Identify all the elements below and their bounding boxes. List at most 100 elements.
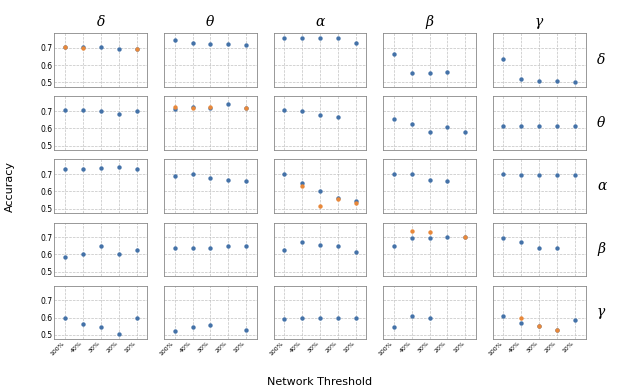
Point xyxy=(460,234,470,240)
Point xyxy=(60,44,70,50)
Point xyxy=(188,40,198,46)
Point xyxy=(570,123,580,129)
Point xyxy=(351,200,361,206)
Point xyxy=(516,315,527,321)
Point xyxy=(205,174,216,181)
Point xyxy=(388,116,399,122)
Point xyxy=(570,78,580,85)
Point xyxy=(406,313,417,319)
Text: δ: δ xyxy=(97,15,105,29)
Point xyxy=(78,107,88,113)
Point xyxy=(442,69,452,75)
Point xyxy=(279,171,289,177)
Point xyxy=(279,107,289,113)
Point xyxy=(333,195,343,201)
Point xyxy=(315,314,325,321)
Point xyxy=(170,172,180,179)
Point xyxy=(113,331,124,337)
Point xyxy=(78,45,88,52)
Point xyxy=(516,172,527,178)
Point xyxy=(388,324,399,330)
Point xyxy=(442,234,452,240)
Point xyxy=(131,166,141,172)
Point xyxy=(388,243,399,249)
Point xyxy=(570,316,580,323)
Point xyxy=(96,44,106,51)
Point xyxy=(351,314,361,321)
Point xyxy=(96,107,106,114)
Point xyxy=(205,105,216,111)
Point xyxy=(442,178,452,184)
Text: β: β xyxy=(597,242,605,256)
Point xyxy=(205,245,216,251)
Point xyxy=(78,250,88,257)
Point xyxy=(424,70,435,76)
Point xyxy=(333,314,343,321)
Point xyxy=(315,35,325,42)
Point xyxy=(315,242,325,248)
Point xyxy=(460,234,470,240)
Point xyxy=(460,129,470,135)
Point xyxy=(388,171,399,177)
Point xyxy=(552,245,562,251)
Point xyxy=(552,78,562,84)
Point xyxy=(170,37,180,44)
Point xyxy=(406,121,417,127)
Point xyxy=(552,327,562,333)
Point xyxy=(188,105,198,111)
Point xyxy=(499,123,509,129)
Text: Network Threshold: Network Threshold xyxy=(268,377,372,387)
Point xyxy=(406,228,417,234)
Point xyxy=(552,172,562,178)
Point xyxy=(241,105,252,111)
Point xyxy=(279,316,289,322)
Point xyxy=(188,171,198,178)
Point xyxy=(241,105,252,112)
Point xyxy=(241,327,252,333)
Text: α: α xyxy=(597,179,607,193)
Point xyxy=(96,165,106,171)
Point xyxy=(131,314,141,321)
Point xyxy=(534,123,544,129)
Point xyxy=(351,40,361,46)
Point xyxy=(170,245,180,252)
Point xyxy=(170,106,180,113)
Point xyxy=(60,314,70,321)
Point xyxy=(297,183,307,189)
Point xyxy=(315,188,325,194)
Point xyxy=(516,123,527,129)
Point xyxy=(205,104,216,111)
Point xyxy=(170,328,180,334)
Point xyxy=(223,243,234,249)
Point xyxy=(406,171,417,177)
Text: θ: θ xyxy=(206,15,214,29)
Point xyxy=(241,243,252,249)
Point xyxy=(113,164,124,171)
Point xyxy=(113,46,124,52)
Point xyxy=(442,123,452,130)
Point xyxy=(534,245,544,251)
Point xyxy=(516,76,527,82)
Point xyxy=(499,313,509,319)
Point xyxy=(60,254,70,260)
Point xyxy=(279,247,289,253)
Text: θ: θ xyxy=(597,116,605,130)
Point xyxy=(60,107,70,113)
Point xyxy=(241,178,252,184)
Point xyxy=(516,319,527,326)
Point xyxy=(552,123,562,129)
Point xyxy=(424,235,435,241)
Point xyxy=(131,247,141,253)
Point xyxy=(315,111,325,118)
Point xyxy=(333,35,343,42)
Point xyxy=(333,196,343,202)
Point xyxy=(499,171,509,177)
Point xyxy=(205,321,216,328)
Point xyxy=(406,70,417,76)
Point xyxy=(516,239,527,245)
Point xyxy=(170,103,180,110)
Point xyxy=(241,42,252,48)
Point xyxy=(424,229,435,235)
Text: γ: γ xyxy=(535,15,543,29)
Point xyxy=(60,44,70,50)
